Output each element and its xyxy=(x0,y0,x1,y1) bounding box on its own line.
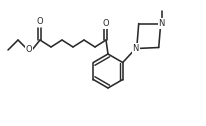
Text: O: O xyxy=(37,18,43,26)
Text: N: N xyxy=(132,44,139,53)
Text: N: N xyxy=(159,19,165,28)
Text: O: O xyxy=(103,20,109,28)
Text: O: O xyxy=(26,45,32,55)
